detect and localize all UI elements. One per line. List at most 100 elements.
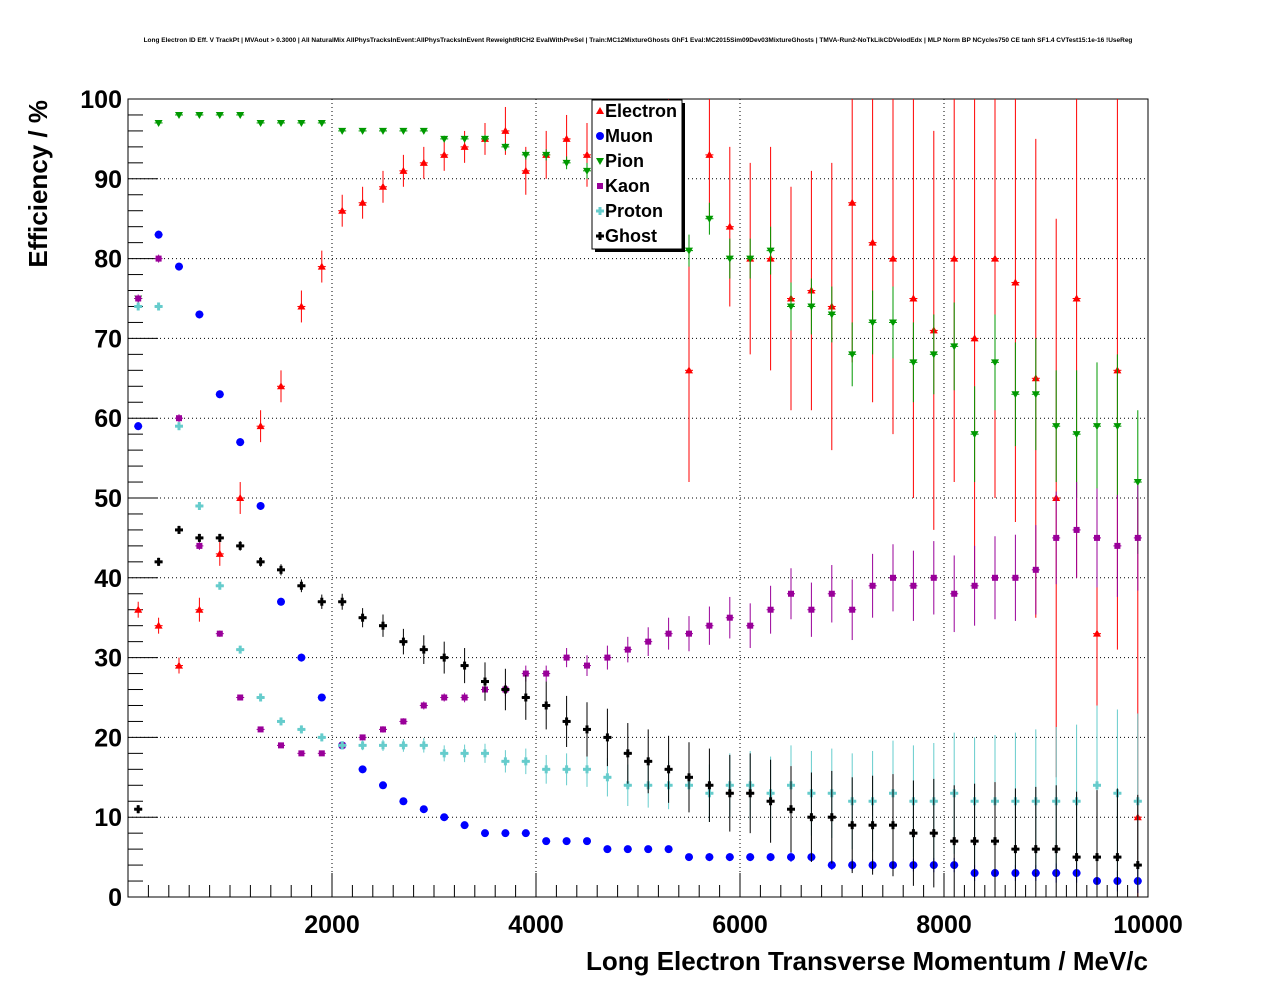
- data-point: [664, 845, 673, 854]
- data-point: [256, 119, 265, 127]
- marker-bar: [598, 232, 602, 240]
- data-point: [277, 119, 285, 127]
- data-point: [419, 158, 428, 166]
- marker-bar: [605, 773, 609, 782]
- legend-marker-muon: [596, 132, 604, 140]
- marker-bar: [871, 821, 875, 830]
- data-point: [399, 797, 408, 806]
- data-point: [298, 750, 305, 757]
- data-point: [521, 829, 530, 838]
- data-point: [991, 359, 999, 367]
- data-point: [725, 255, 734, 263]
- data-point: [134, 805, 143, 814]
- marker-bar: [422, 645, 426, 654]
- data-point: [705, 781, 714, 790]
- data-point: [542, 701, 551, 710]
- data-point: [827, 861, 836, 870]
- data-point: [869, 582, 876, 589]
- data-point: [562, 837, 571, 846]
- marker-bar: [442, 653, 446, 662]
- data-point: [317, 693, 326, 702]
- data-point: [950, 254, 959, 262]
- data-point: [746, 853, 755, 862]
- data-point: [909, 294, 918, 302]
- data-point: [849, 606, 856, 613]
- data-point: [501, 685, 510, 694]
- y-axis-title: Efficiency / %: [23, 100, 53, 268]
- marker-bar: [483, 749, 487, 758]
- marker-bar: [626, 781, 630, 790]
- series-layer: [134, 99, 1142, 897]
- marker-bar: [197, 501, 201, 510]
- data-point: [154, 230, 163, 239]
- data-point: [1093, 853, 1101, 862]
- y-tick-label: 70: [94, 325, 122, 353]
- data-point: [460, 749, 469, 758]
- data-point: [1072, 853, 1081, 862]
- x-tick-label: 10000: [1113, 911, 1183, 939]
- data-point: [175, 262, 183, 271]
- data-point: [196, 542, 203, 549]
- data-point: [419, 645, 428, 654]
- legend: Electron Muon Pion Kaon Proton Ghost: [591, 99, 685, 252]
- data-point: [501, 126, 510, 134]
- data-point: [1011, 278, 1020, 286]
- marker-bar: [585, 725, 589, 734]
- data-point: [277, 565, 285, 574]
- data-point: [1072, 294, 1081, 302]
- marker-bar: [1013, 845, 1017, 854]
- data-point: [277, 597, 285, 606]
- data-point: [399, 637, 408, 646]
- data-point: [1114, 542, 1121, 549]
- legend-marker-pion: [596, 158, 604, 165]
- legend-box: [591, 99, 683, 250]
- data-point: [644, 757, 653, 766]
- marker-bar: [565, 765, 569, 774]
- data-point: [460, 661, 469, 670]
- data-point: [481, 135, 489, 143]
- marker-bar: [1095, 781, 1099, 790]
- marker-bar: [136, 805, 140, 814]
- data-point: [399, 741, 408, 750]
- data-point: [868, 238, 877, 246]
- data-point: [419, 127, 428, 135]
- data-point: [278, 742, 284, 749]
- marker-bar: [361, 741, 365, 750]
- data-point: [358, 613, 367, 622]
- marker-bar: [687, 773, 691, 782]
- marker-bar: [320, 597, 324, 606]
- marker-bar: [544, 701, 548, 710]
- data-point: [584, 662, 590, 669]
- data-point: [236, 645, 245, 654]
- data-point: [929, 829, 938, 838]
- data-point: [154, 621, 163, 629]
- marker-bar: [769, 797, 773, 806]
- marker-bar: [993, 837, 997, 846]
- data-point: [460, 821, 469, 830]
- data-point: [154, 119, 163, 127]
- data-point: [134, 302, 143, 311]
- data-point: [379, 781, 387, 790]
- x-tick-label: 6000: [712, 911, 768, 939]
- legend-marker-ghost: [596, 232, 604, 240]
- data-point: [1113, 423, 1122, 431]
- data-point: [419, 741, 428, 750]
- marker-bar: [598, 207, 602, 215]
- data-point: [787, 303, 795, 311]
- marker-bar: [809, 813, 813, 822]
- marker-bar: [1075, 853, 1079, 862]
- marker-bar: [381, 741, 385, 750]
- data-point: [562, 765, 571, 774]
- data-point: [195, 605, 204, 613]
- data-point: [318, 750, 325, 757]
- marker-bar: [381, 621, 385, 630]
- marker-bar: [136, 302, 140, 311]
- series-kaon: [134, 254, 1142, 757]
- data-point: [603, 845, 612, 854]
- data-point: [685, 853, 693, 862]
- data-point: [970, 334, 979, 342]
- legend-label-muon: Muon: [605, 126, 653, 146]
- marker-bar: [463, 661, 467, 670]
- data-point: [195, 533, 204, 542]
- data-point: [685, 773, 693, 782]
